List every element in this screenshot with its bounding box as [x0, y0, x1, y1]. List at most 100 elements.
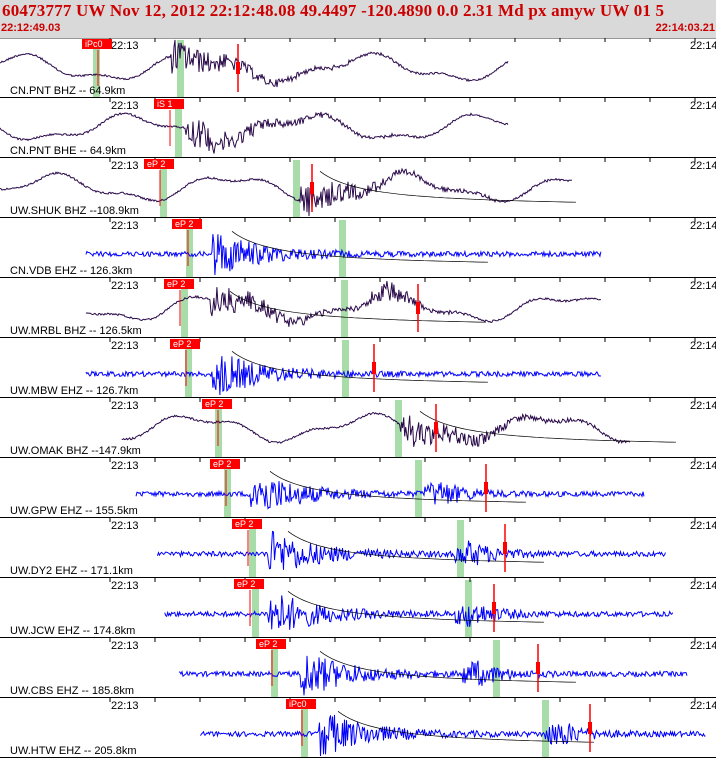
time-tick-label: 22:13 — [111, 40, 139, 52]
station-label: UW.CBS EHZ -- 185.8km — [10, 685, 134, 697]
waveform-trace — [0, 167, 573, 217]
pick-label: eP 2 — [205, 399, 223, 409]
coda-curve — [287, 591, 545, 623]
trace-panel[interactable]: 22:13 22:14 iS 1 CN.PNT BHE -- 64.9km — [0, 98, 716, 158]
arrival-band — [342, 340, 349, 397]
station-label: UW.JCW EHZ -- 174.8km — [10, 625, 135, 637]
arrival-band — [542, 700, 549, 757]
duration-marker-handle[interactable] — [588, 722, 592, 734]
waveform-trace — [157, 530, 666, 570]
arrival-band — [395, 400, 402, 457]
time-tick-label: 22:13 — [111, 100, 139, 112]
waveform-trace — [164, 595, 674, 630]
arrival-band — [249, 520, 256, 577]
waveform-trace — [121, 412, 631, 448]
arrival-band — [181, 280, 188, 337]
trace-panel[interactable]: 22:13 22:14 eP 2 UW.DY2 EHZ -- 171.1km — [0, 518, 716, 578]
pick-label: eP 2 — [173, 339, 191, 349]
station-label: UW.OMAK BHZ --147.9km — [10, 445, 141, 457]
waveform-trace — [85, 281, 601, 327]
pick-flag[interactable] — [164, 279, 194, 289]
time-tick-label: 22:13 — [111, 400, 139, 412]
end-time-label: 22:14:03.21 — [655, 22, 715, 34]
time-tick-label: 22:13 — [111, 700, 139, 712]
time-tick-label: 22:13 — [111, 580, 139, 592]
time-tick-label: 22:13 — [111, 160, 139, 172]
pick-flag[interactable] — [286, 699, 316, 709]
duration-marker-handle[interactable] — [492, 602, 496, 614]
right-time-label: 22:14 — [690, 280, 716, 292]
duration-marker-handle[interactable] — [484, 482, 488, 494]
right-time-label: 22:14 — [690, 700, 716, 712]
waveform-trace — [85, 234, 602, 276]
pick-flag[interactable] — [144, 159, 174, 169]
waveform-trace — [200, 714, 706, 757]
pick-label: iPc0 — [85, 39, 103, 49]
arrival-band — [185, 340, 192, 397]
right-time-label: 22:14 — [690, 220, 716, 232]
coda-curve — [229, 291, 487, 323]
arrival-band — [160, 160, 167, 217]
pick-flag[interactable] — [154, 99, 184, 109]
time-tick-label: 22:13 — [111, 640, 139, 652]
trace-panel[interactable]: 22:13 22:14 eP 2 CN.VDB EHZ -- 126.3km — [0, 218, 716, 278]
coda-curve — [319, 171, 577, 203]
duration-marker-handle[interactable] — [372, 362, 376, 374]
arrival-band — [293, 160, 300, 217]
duration-marker-handle[interactable] — [503, 542, 507, 554]
trace-panel[interactable]: 22:13 22:14 eP 2 UW.MBW EHZ -- 126.7km — [0, 338, 716, 398]
trace-panel[interactable]: 22:13 22:14 eP 2 UW.SHUK BHZ --108.9km — [0, 158, 716, 218]
right-time-label: 22:14 — [690, 520, 716, 532]
pick-flag[interactable] — [82, 39, 112, 49]
waveform-trace — [178, 655, 688, 696]
arrival-band — [301, 700, 308, 757]
pick-flag[interactable] — [202, 399, 232, 409]
waveform-trace — [0, 111, 509, 154]
trace-panel[interactable]: 22:13 22:14 eP 2 UW.OMAK BHZ --147.9km — [0, 398, 716, 458]
arrival-band — [271, 640, 278, 697]
pick-flag[interactable] — [234, 579, 264, 589]
trace-panel[interactable]: 22:13 22:14 eP 2 UW.MRBL BHZ -- 126.5km — [0, 278, 716, 338]
pick-label: iS 1 — [157, 99, 173, 109]
station-label: CN.PNT BHE -- 64.9km — [10, 145, 126, 157]
pick-flag[interactable] — [170, 339, 200, 349]
right-time-label: 22:14 — [690, 580, 716, 592]
duration-marker-handle[interactable] — [536, 662, 540, 674]
pick-flag[interactable] — [256, 639, 286, 649]
pick-flag[interactable] — [232, 519, 262, 529]
duration-marker-handle[interactable] — [236, 62, 240, 74]
coda-curve — [337, 711, 595, 743]
station-label: UW.HTW EHZ -- 205.8km — [10, 745, 137, 757]
duration-marker-handle[interactable] — [416, 302, 420, 314]
right-time-label: 22:14 — [690, 340, 716, 352]
pick-label: eP 2 — [175, 219, 193, 229]
trace-panel[interactable]: 22:13 22:14 iPc0 CN.PNT BHZ -- 64.9km — [0, 38, 716, 98]
pick-label: iPc0 — [289, 699, 307, 709]
trace-panel[interactable]: 22:13 22:14 eP 2 UW.GPW EHZ -- 155.5km — [0, 458, 716, 518]
trace-panel[interactable]: 22:13 22:14 eP 2 UW.JCW EHZ -- 174.8km — [0, 578, 716, 638]
station-label: UW.MRBL BHZ -- 126.5km — [10, 325, 142, 337]
pick-flag[interactable] — [210, 459, 240, 469]
station-label: UW.GPW EHZ -- 155.5km — [10, 505, 138, 517]
right-time-label: 22:14 — [690, 100, 716, 112]
trace-panel[interactable]: 22:13 22:14 iPc0 UW.HTW EHZ -- 205.8km — [0, 698, 716, 758]
trace-panel[interactable]: 22:13 22:14 eP 2 UW.CBS EHZ -- 185.8km — [0, 638, 716, 698]
arrival-band — [93, 40, 100, 97]
right-time-label: 22:14 — [690, 40, 716, 52]
arrival-band — [175, 100, 182, 157]
time-tick-label: 22:13 — [111, 340, 139, 352]
event-title: 60473777 UW Nov 12, 2012 22:12:48.08 49.… — [2, 1, 665, 20]
duration-marker-handle[interactable] — [434, 422, 438, 434]
station-label: CN.VDB EHZ -- 126.3km — [10, 265, 132, 277]
arrival-band — [341, 280, 348, 337]
start-time-label: 22:12:49.03 — [1, 22, 61, 34]
coda-curve — [231, 231, 489, 263]
right-time-label: 22:14 — [690, 160, 716, 172]
pick-flag[interactable] — [172, 219, 202, 229]
time-tick-label: 22:13 — [111, 280, 139, 292]
pick-label: eP 2 — [259, 639, 277, 649]
station-label: UW.DY2 EHZ -- 171.1km — [10, 565, 133, 577]
waveform-trace — [0, 39, 509, 88]
arrival-band — [339, 220, 346, 277]
duration-marker-handle[interactable] — [310, 182, 314, 194]
